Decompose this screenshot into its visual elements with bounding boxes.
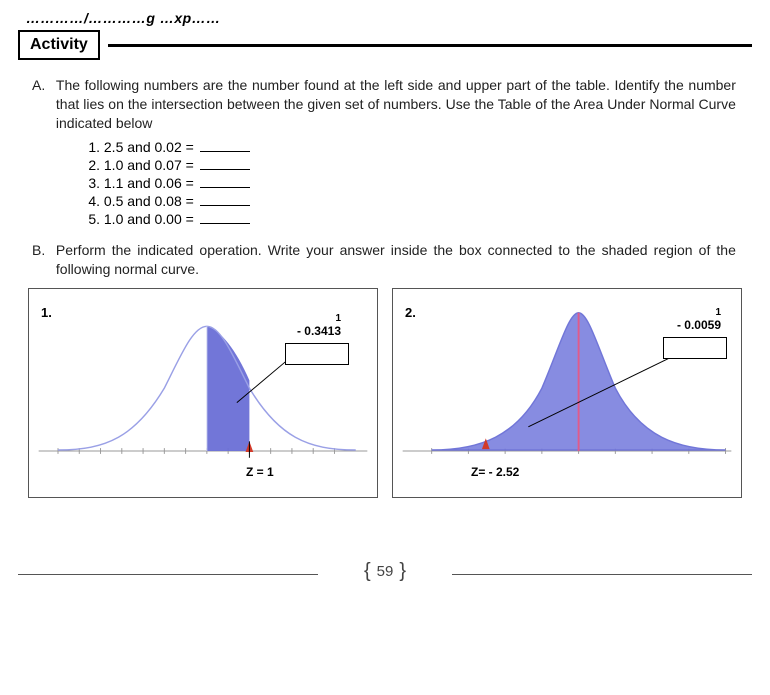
annotation-prefix: -: [297, 324, 301, 338]
list-item: 1. 2.5 and 0.02 =: [80, 139, 752, 155]
item-number: 5.: [80, 211, 100, 227]
page-footer: {59}: [18, 558, 752, 592]
section-a-list: 1. 2.5 and 0.02 = 2. 1.0 and 0.07 = 3. 1…: [80, 139, 752, 227]
item-text: 2.5 and 0.02 =: [104, 139, 194, 155]
panel-2-answer-box[interactable]: [663, 337, 727, 359]
section-a-letter: A.: [32, 76, 52, 95]
answer-blank[interactable]: [200, 158, 250, 170]
section-b: B. Perform the indicated operation. Writ…: [32, 241, 738, 279]
item-number: 2.: [80, 157, 100, 173]
footer-rule-right: [452, 574, 752, 575]
section-b-prompt: Perform the indicated operation. Write y…: [56, 241, 736, 279]
list-item: 5. 1.0 and 0.00 =: [80, 211, 752, 227]
item-text: 1.0 and 0.00 =: [104, 211, 194, 227]
answer-blank[interactable]: [200, 212, 250, 224]
normal-curve-panel-1: 1.: [28, 288, 378, 498]
list-item: 2. 1.0 and 0.07 =: [80, 157, 752, 173]
item-number: 1.: [80, 139, 100, 155]
item-number: 3.: [80, 175, 100, 191]
section-b-letter: B.: [32, 241, 52, 260]
truncated-page-heading: …………/…………g …xp……: [26, 10, 752, 26]
panel-1-annotation-label: 1 - 0.3413: [297, 313, 341, 338]
footer-page-number: 59: [371, 563, 400, 580]
list-item: 3. 1.1 and 0.06 =: [80, 175, 752, 191]
footer-page-number-wrap: {59}: [364, 560, 406, 583]
item-text: 1.1 and 0.06 =: [104, 175, 194, 191]
answer-blank[interactable]: [200, 194, 250, 206]
activity-header: Activity: [18, 30, 752, 64]
annotation-superscript: 1: [297, 313, 341, 324]
activity-label-box: Activity: [18, 30, 100, 60]
annotation-value: 0.0059: [684, 318, 721, 332]
item-text: 1.0 and 0.07 =: [104, 157, 194, 173]
panel-1-z-label: Z = 1: [246, 465, 274, 479]
item-number: 4.: [80, 193, 100, 209]
activity-rule: [108, 44, 752, 47]
annotation-superscript: 1: [677, 307, 721, 318]
annotation-value: 0.3413: [304, 324, 341, 338]
normal-curve-panel-2: 2. 1 -: [392, 288, 742, 498]
footer-rule-left: [18, 574, 318, 575]
answer-blank[interactable]: [200, 176, 250, 188]
list-item: 4. 0.5 and 0.08 =: [80, 193, 752, 209]
panel-2-z-label: Z= - 2.52: [471, 465, 519, 479]
panel-1-answer-box[interactable]: [285, 343, 349, 365]
section-a: A. The following numbers are the number …: [32, 76, 738, 133]
annotation-prefix: -: [677, 318, 681, 332]
panel-2-annotation-label: 1 - 0.0059: [677, 307, 721, 332]
answer-blank[interactable]: [200, 140, 250, 152]
section-a-prompt: The following numbers are the number fou…: [56, 76, 736, 133]
item-text: 0.5 and 0.08 =: [104, 193, 194, 209]
